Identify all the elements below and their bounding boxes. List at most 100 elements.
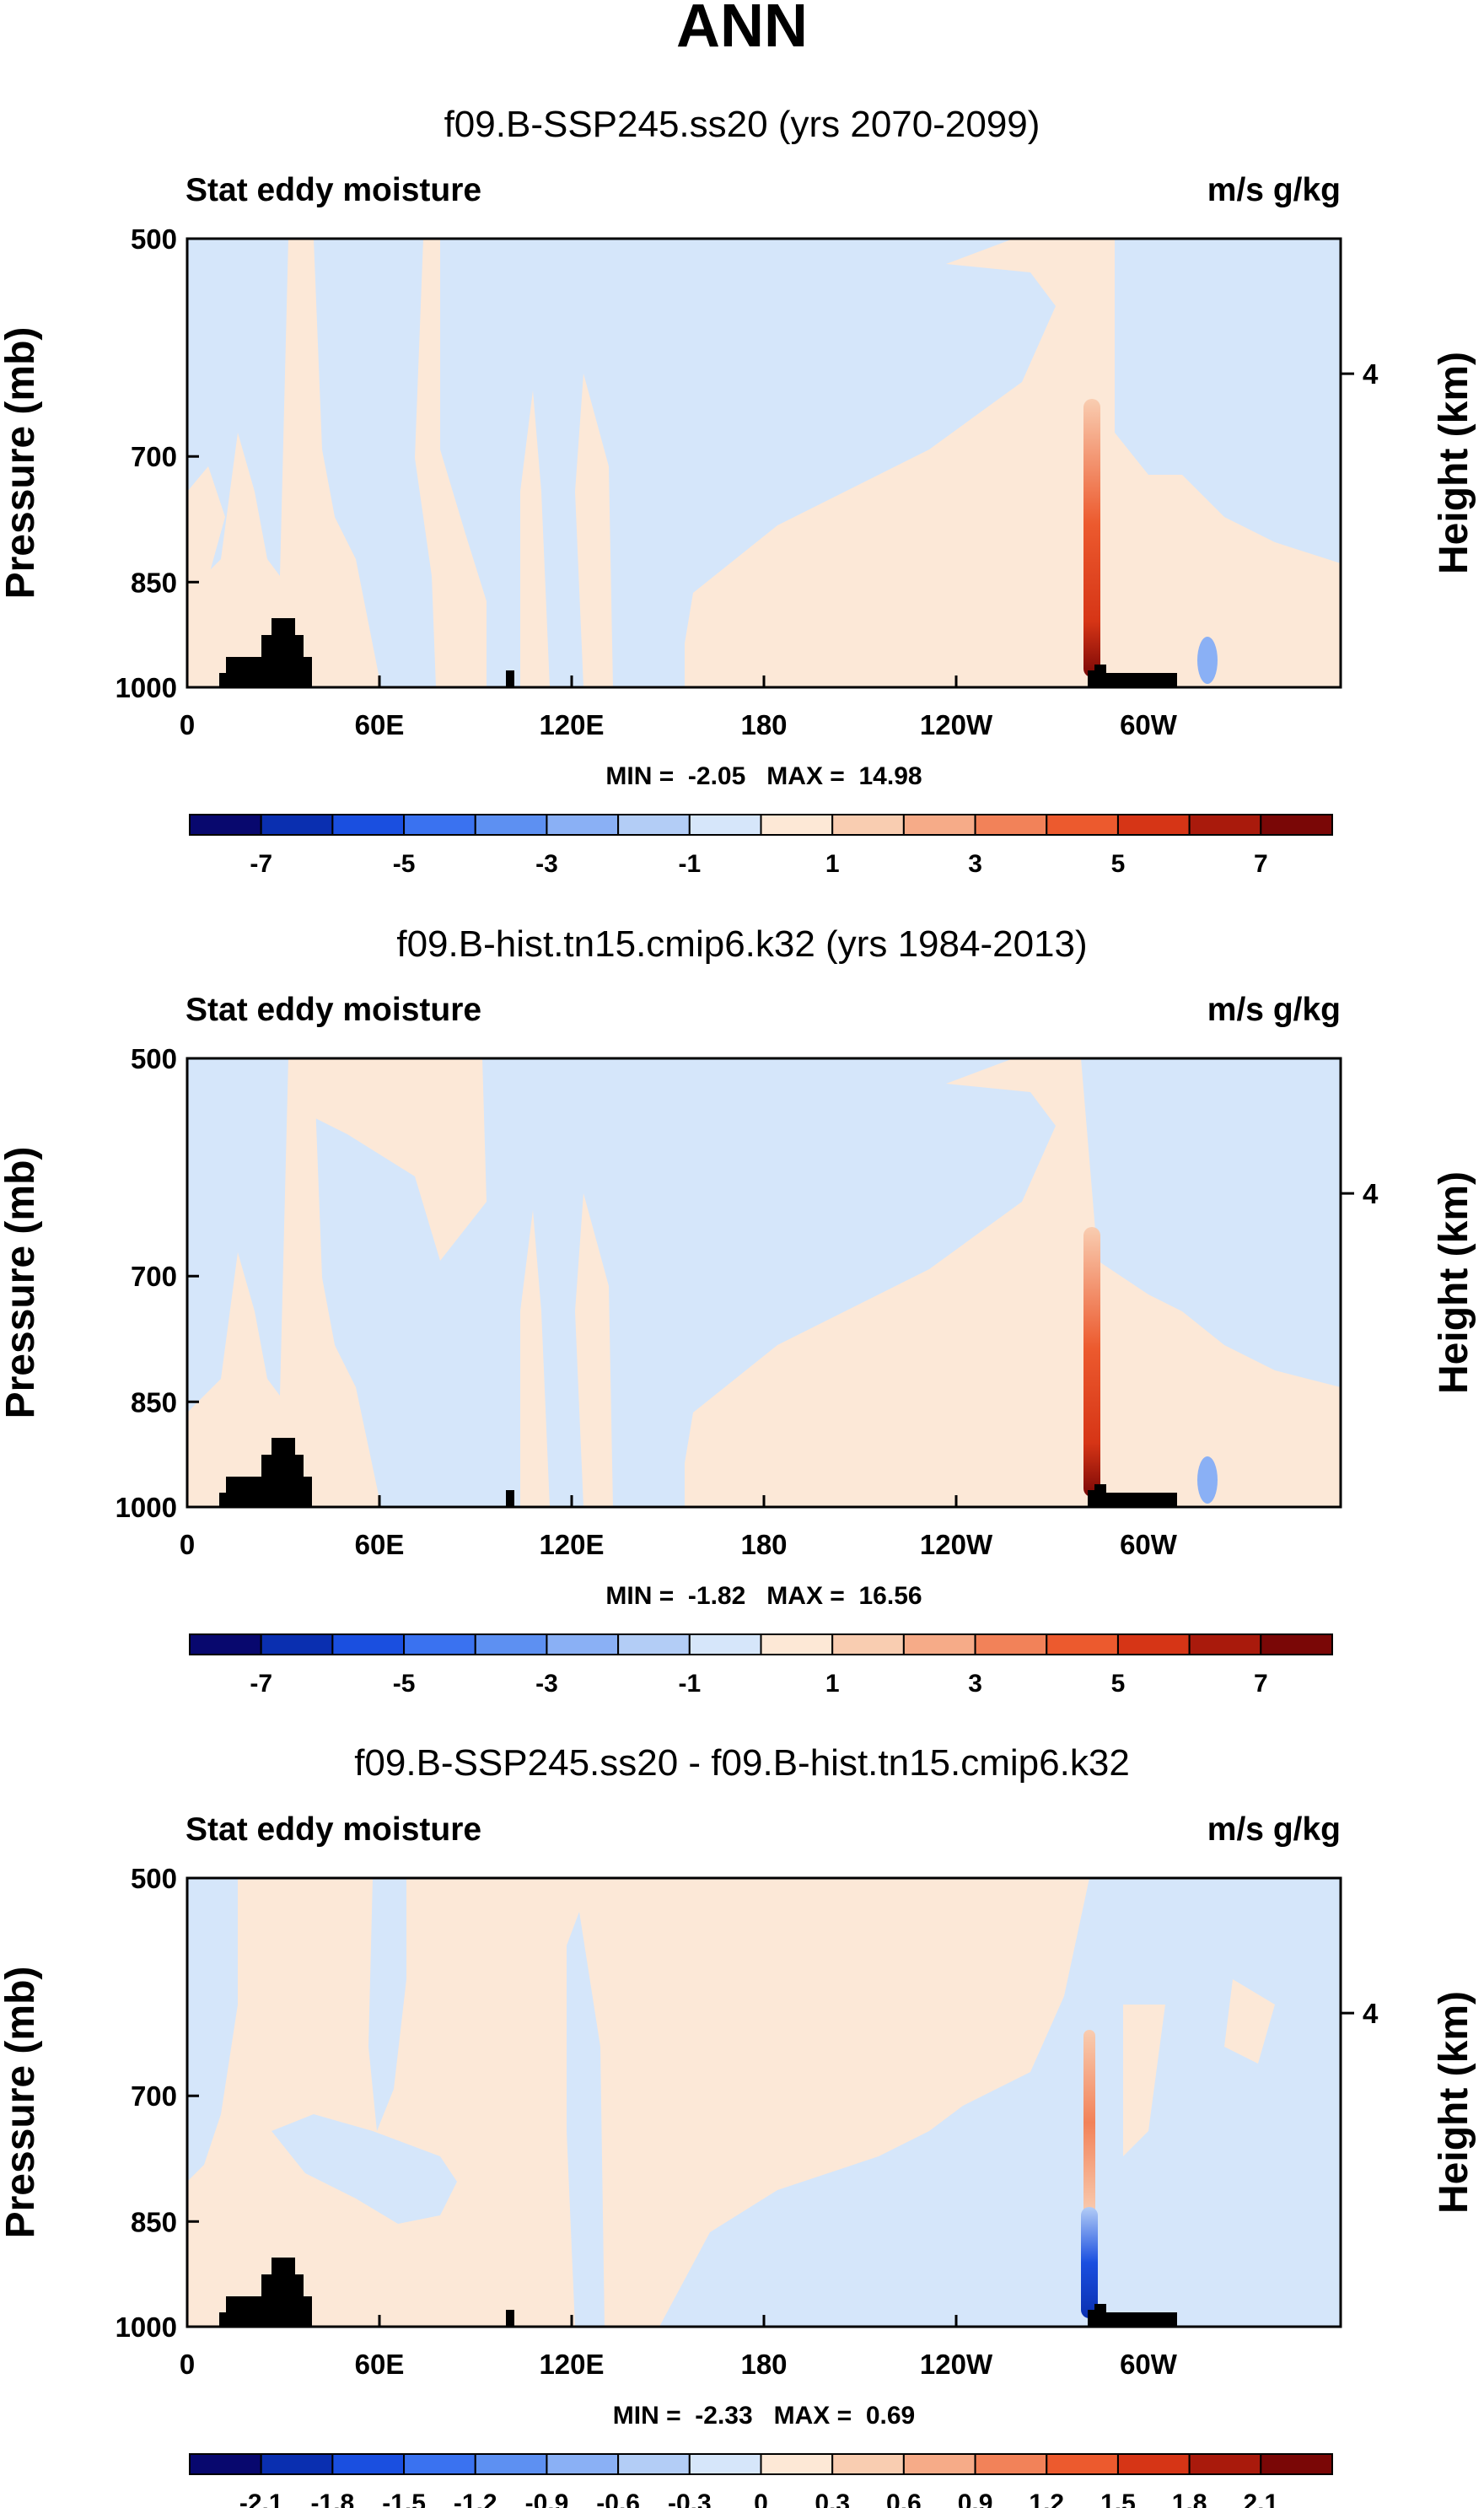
colorbar-box [760,814,834,836]
colorbar-box [760,2453,834,2475]
y-tick-label: 700 [131,2080,177,2112]
x-tick-label: 0 [180,2349,195,2380]
colorbar-label: -0.9 [525,2489,569,2508]
y-tick-label: 850 [131,2206,177,2237]
x-tick-label: 60W [1120,2349,1178,2380]
panel-2-plot-area [186,1057,1342,1509]
colorbar-box [902,814,976,836]
panel-2-left-label: Stat eddy moisture [186,992,481,1028]
colorbar-label: -1.5 [382,2489,426,2508]
colorbar-label: 1.2 [1029,2489,1064,2508]
panel-1-stats: MIN = -2.05 MAX = 14.98 [605,762,922,790]
colorbar-box [1188,1633,1262,1655]
colorbar-box [1260,814,1333,836]
colorbar-box [1188,2453,1262,2475]
panel-1-negative-blob [1197,637,1218,684]
y-tick-label: 1000 [116,2312,177,2343]
y-tick-label: 700 [131,1261,177,1292]
colorbar-box [331,2453,406,2475]
panel-2-positive-region-central [305,1058,487,1261]
colorbar-label: 3 [968,850,982,878]
panel-1-positive-region-strip [187,466,225,610]
panel-3-right-label: m/s g/kg [1207,1811,1341,1848]
colorbar-box [1116,1633,1191,1655]
x-tick-label: 120E [539,2349,604,2380]
colorbar-label: 0 [754,2489,768,2508]
colorbar-label: 1.5 [1100,2489,1136,2508]
colorbar-label: 2.1 [1243,2489,1278,2508]
colorbar-box [760,1633,834,1655]
colorbar-box [403,2453,476,2475]
colorbar-box [474,814,548,836]
panel-2-x-ticks: 0 60E 120E 180 120W 60W [180,1495,1178,1560]
panel-3-positive-streak [1083,2030,1095,2215]
y-right-tick-label: 4 [1363,358,1379,390]
colorbar-label: -7 [250,1670,272,1698]
panel-2-positive-region-atlantic [1073,1058,1341,1507]
colorbar-label: -0.3 [668,2489,712,2508]
colorbar-box [1188,814,1262,836]
y-tick-label: 1000 [116,1492,177,1523]
panel-3-y-right-ticks: 4 [1341,1998,1379,2029]
panel-1-y-ticks: 500 700 850 1000 [116,223,199,703]
y-right-tick-label: 4 [1363,1178,1379,1209]
colorbar-box [474,1633,548,1655]
colorbar-box [831,2453,905,2475]
panel-3-plot-area [186,1876,1342,2328]
panel-3-negative-region-pacific [659,1878,1148,2327]
colorbar-box [831,1633,905,1655]
colorbar-label: -3 [535,1670,558,1698]
colorbar-label: -1.2 [454,2489,497,2508]
panel-1-ylabel: Pressure (mb) [0,327,43,600]
panel-1-positive-region-west [187,239,381,687]
panel-1-right-label: m/s g/kg [1207,172,1341,208]
panel-2-negative-blob [1197,1456,1218,1504]
x-tick-label: 120E [539,1529,604,1560]
panel-3-negative-region-atlantic [1098,1878,1341,2327]
colorbar-label: 1 [825,1670,840,1698]
colorbar-box [617,1633,691,1655]
colorbar-box [331,1633,406,1655]
panel-1-colorbar: -7 -5 -3 -1 1 3 5 7 [189,814,1333,878]
panel-2-title: f09.B-hist.tn15.cmip6.k32 (yrs 1984-2013… [396,923,1087,965]
panel-2-stats: MIN = -1.82 MAX = 16.56 [605,1582,922,1610]
colorbar-box [1260,2453,1333,2475]
colorbar-box [474,2453,548,2475]
panel-3-ylabel: Pressure (mb) [0,1967,43,2239]
colorbar-box [546,814,620,836]
panel-1-title: f09.B-SSP245.ss20 (yrs 2070-2099) [444,104,1040,145]
colorbar-label: 3 [968,1670,982,1698]
colorbar-label: 0.3 [815,2489,850,2508]
y-tick-label: 500 [131,1043,177,1074]
panel-3-positive-patch-atlantic [1123,1979,1275,2156]
y-tick-label: 1000 [116,672,177,703]
colorbar-label: 5 [1111,850,1126,878]
colorbar-box [617,814,691,836]
y-tick-label: 500 [131,223,177,255]
y-right-tick-label: 4 [1363,1998,1379,2029]
panel-2-ylabel: Pressure (mb) [0,1147,43,1419]
colorbar-label: -7 [250,850,272,878]
panel-2-colorbar: -7 -5 -3 -1 1 3 5 7 [189,1633,1333,1698]
colorbar-box [1046,814,1119,836]
panel-1-positive-region-central [415,239,487,687]
x-tick-label: 120W [920,709,993,740]
colorbar-label: 5 [1111,1670,1126,1698]
panel-3-x-ticks: 0 60E 120E 180 120W 60W [180,2315,1178,2380]
colorbar-box [1116,2453,1191,2475]
colorbar-box [688,814,762,836]
colorbar-box [974,1633,1048,1655]
x-tick-label: 180 [740,2349,787,2380]
colorbar-box [974,2453,1048,2475]
panel-1-y-right-ticks: 4 [1341,358,1379,390]
colorbar-box [546,1633,620,1655]
x-tick-label: 0 [180,709,195,740]
x-tick-label: 120E [539,709,604,740]
colorbar-box [974,814,1048,836]
x-tick-label: 120W [920,1529,993,1560]
colorbar-box [831,814,905,836]
colorbar-label: -5 [393,850,416,878]
colorbar-box [189,814,262,836]
panel-1-x-ticks: 0 60E 120E 180 120W 60W [180,675,1178,740]
